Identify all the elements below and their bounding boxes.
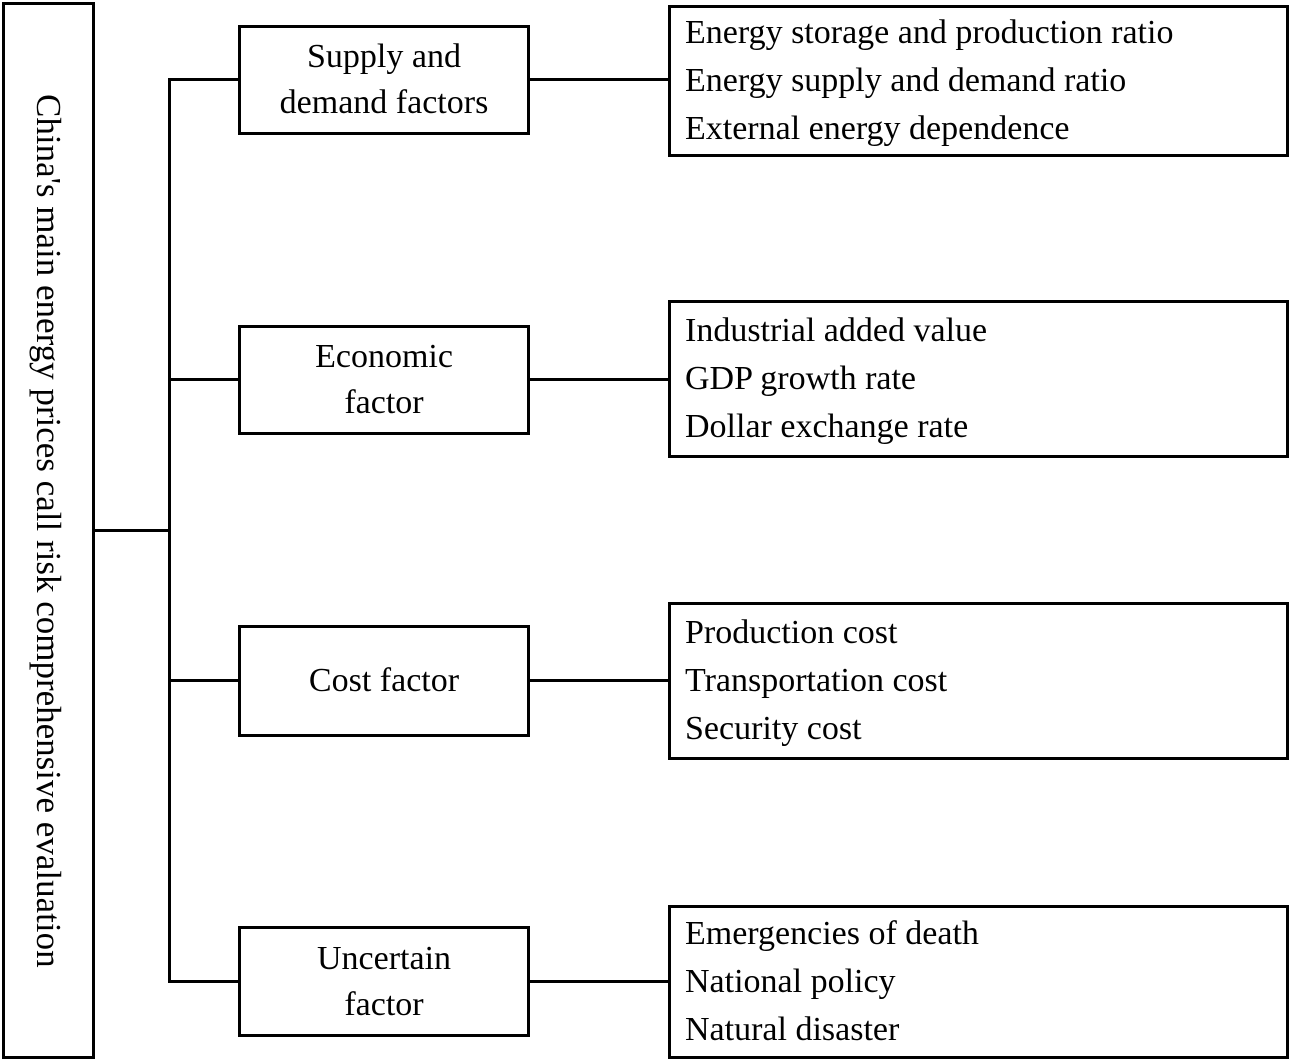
item-label: Transportation cost (685, 662, 948, 699)
connector-root-spine (95, 529, 170, 532)
branch-label: Economic factor (315, 338, 453, 421)
connector-branch-items-3 (530, 679, 668, 682)
item-label: Emergencies of death (685, 915, 979, 952)
item-label: Energy supply and demand ratio (685, 62, 1127, 99)
items-node-cost-factor: Production cost Transportation cost Secu… (668, 602, 1289, 760)
branch-node-uncertain-factor: Uncertain factor (238, 926, 530, 1037)
connector-spine-branch-2 (168, 378, 238, 381)
branch-label: Uncertain factor (316, 939, 452, 1023)
item-label: National policy (685, 963, 896, 1000)
connector-branch-items-1 (530, 78, 668, 81)
connector-spine-branch-3 (168, 679, 238, 682)
branch-label: Cost factor (308, 662, 460, 700)
items-node-supply-demand-factors: Energy storage and production ratio Ener… (668, 5, 1289, 157)
branch-node-supply-demand-factors: Supply and demand factors (238, 25, 530, 135)
item-label: GDP growth rate (685, 360, 917, 397)
connector-branch-items-2 (530, 378, 668, 381)
connector-spine-branch-4 (168, 980, 238, 983)
item-label: Natural disaster (685, 1011, 900, 1048)
root-label: China's main energy prices call risk com… (29, 93, 68, 968)
connector-spine (168, 78, 171, 983)
items-node-economic-factor: Industrial added value GDP growth rate D… (668, 300, 1289, 458)
item-label: Production cost (685, 614, 898, 651)
branch-node-cost-factor: Cost factor (238, 625, 530, 737)
root-node: China's main energy prices call risk com… (2, 2, 95, 1059)
branch-node-economic-factor: Economic factor (238, 325, 530, 435)
branch-label: Supply and demand factors (279, 38, 489, 121)
items-node-uncertain-factor: Emergencies of death National policy Nat… (668, 905, 1289, 1059)
item-label: Security cost (685, 710, 862, 747)
item-label: Industrial added value (685, 312, 988, 349)
item-label: Dollar exchange rate (685, 408, 969, 445)
connector-spine-branch-1 (168, 78, 238, 81)
item-label: External energy dependence (685, 110, 1070, 147)
item-label: Energy storage and production ratio (685, 14, 1174, 51)
connector-branch-items-4 (530, 980, 668, 983)
